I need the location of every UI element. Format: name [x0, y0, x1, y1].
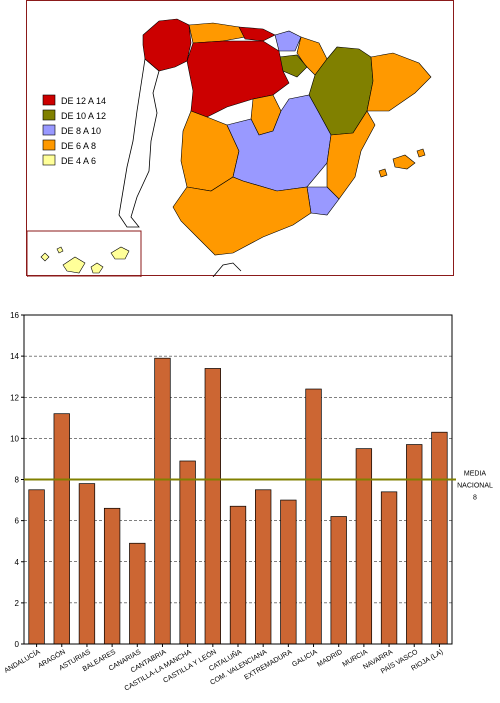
- y-tick-label: 0: [15, 640, 20, 649]
- legend-label: DE 8 A 10: [61, 126, 101, 136]
- legend-swatch: [42, 139, 56, 151]
- bar: [28, 489, 45, 645]
- legend-label: DE 10 A 12: [61, 111, 106, 121]
- y-tick-label: 12: [10, 393, 19, 402]
- legend-swatch: [42, 154, 56, 166]
- map-region-andalucia: [172, 176, 312, 256]
- legend-label: DE 6 A 8: [61, 141, 96, 151]
- x-category-label: MADRID: [316, 649, 343, 669]
- map-legend: DE 12 A 14 DE 10 A 12 DE 8 A 10 DE 6 A 8 DE …: [42, 94, 106, 166]
- bar: [103, 507, 121, 645]
- legend-label: DE 4 A 6: [61, 156, 96, 166]
- bar: [179, 460, 196, 645]
- map-africa-coast: [212, 262, 242, 277]
- legend-swatch: [42, 94, 56, 106]
- spain-choropleth-map: DE 12 A 14 DE 10 A 12 DE 8 A 10 DE 6 A 8 DE …: [27, 18, 432, 277]
- legend-label: DE 12 A 14: [61, 96, 106, 106]
- y-tick-label: 16: [10, 311, 19, 320]
- bar: [431, 431, 448, 645]
- y-tick-label: 10: [10, 434, 19, 443]
- bar: [154, 357, 171, 645]
- x-category-label: GALICIA: [291, 649, 319, 669]
- reference-line-group: MEDIA NACIONAL 8: [24, 471, 493, 502]
- map-region-cantabria: [238, 26, 276, 42]
- x-category-label: ANDALUCÍA: [2, 647, 41, 675]
- map-region-baleares: [378, 148, 426, 178]
- x-category-label: EXTREMADURA: [243, 649, 293, 682]
- bar: [229, 505, 247, 645]
- bar: [255, 489, 272, 645]
- bar-chart: 0 2 4 6 8 10 12 14 16 ANDALUCÍAARAGÓNASTURIASBAL…: [2, 311, 493, 693]
- legend-swatch: [42, 124, 56, 136]
- y-tick-label: 6: [15, 517, 20, 526]
- reference-label-line1: MEDIA: [464, 471, 487, 478]
- bar: [78, 483, 96, 645]
- map-region-valenciana: [326, 110, 376, 200]
- map-region-canarias: [40, 246, 130, 274]
- reference-label-line2: NACIONAL: [457, 483, 493, 490]
- bar: [280, 499, 297, 645]
- map-region-cataluna: [366, 52, 432, 112]
- map-region-asturias: [188, 22, 246, 44]
- y-tick-label: 4: [15, 558, 20, 567]
- x-axis-categories: ANDALUCÍAARAGÓNASTURIASBALEARESCANARIASC…: [2, 644, 444, 693]
- map-portugal: [118, 58, 160, 228]
- bar: [330, 516, 347, 645]
- regional-map-panel: DE 12 A 14 DE 10 A 12 DE 8 A 10 DE 6 A 8 DE …: [26, 0, 454, 277]
- y-tick-label: 2: [15, 599, 20, 608]
- bar-chart-panel: 0 2 4 6 8 10 12 14 16 ANDALUCÍA ARAGÓN ASTURIAS BAL…: [0, 300, 500, 703]
- map-region-galicia: [142, 18, 192, 72]
- bar: [204, 368, 221, 645]
- bars: [28, 357, 448, 645]
- bar: [53, 413, 70, 645]
- map-canarias-inset: [27, 230, 142, 277]
- bar: [355, 448, 373, 645]
- bar: [406, 444, 423, 645]
- map-region-pais-vasco: [274, 30, 302, 52]
- bar: [380, 491, 398, 645]
- bar: [129, 542, 146, 645]
- legend-swatch: [42, 109, 56, 121]
- y-tick-label: 8: [15, 476, 20, 485]
- y-axis-ticks: 0 2 4 6 8 10 12 14 16: [10, 311, 24, 649]
- bar: [305, 388, 322, 645]
- reference-label-value: 8: [473, 495, 477, 502]
- y-tick-label: 14: [10, 352, 19, 361]
